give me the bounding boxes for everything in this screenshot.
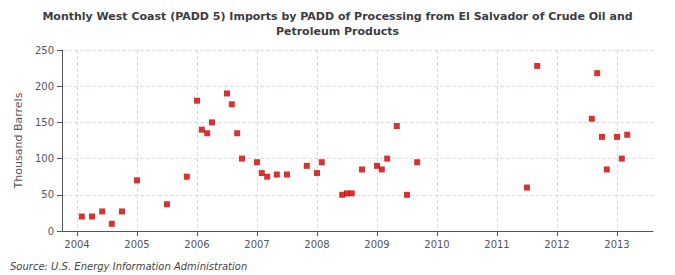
svg-text:Source: U.S. Energy Informatio: Source: U.S. Energy Information Administ… (10, 261, 247, 272)
svg-text:100: 100 (35, 153, 54, 164)
svg-text:2011: 2011 (484, 239, 509, 250)
svg-text:Monthly West Coast (PADD 5) Im: Monthly West Coast (PADD 5) Imports by P… (42, 10, 632, 23)
svg-text:150: 150 (35, 117, 54, 128)
svg-text:2009: 2009 (364, 239, 389, 250)
svg-text:2004: 2004 (64, 239, 89, 250)
svg-text:2008: 2008 (304, 239, 329, 250)
svg-text:50: 50 (41, 189, 54, 200)
svg-text:0: 0 (48, 226, 54, 237)
svg-text:2005: 2005 (124, 239, 149, 250)
svg-text:200: 200 (35, 81, 54, 92)
svg-text:2013: 2013 (604, 239, 629, 250)
svg-text:2006: 2006 (184, 239, 209, 250)
svg-text:Thousand Barrels: Thousand Barrels (12, 92, 25, 189)
svg-text:Petroleum Products: Petroleum Products (276, 25, 400, 38)
svg-text:2010: 2010 (424, 239, 449, 250)
svg-text:2007: 2007 (244, 239, 269, 250)
svg-text:250: 250 (35, 45, 54, 56)
svg-text:2012: 2012 (544, 239, 569, 250)
